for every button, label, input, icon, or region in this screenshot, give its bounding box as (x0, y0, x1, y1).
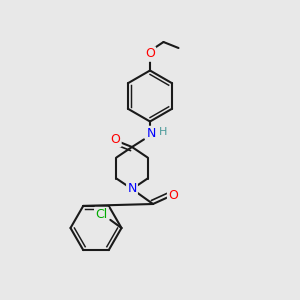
Text: O: O (111, 133, 120, 146)
Text: Cl: Cl (95, 208, 107, 221)
Text: O: O (145, 47, 155, 61)
Text: O: O (168, 189, 178, 202)
Text: H: H (159, 127, 168, 137)
Text: N: N (147, 127, 156, 140)
Text: N: N (127, 182, 137, 196)
